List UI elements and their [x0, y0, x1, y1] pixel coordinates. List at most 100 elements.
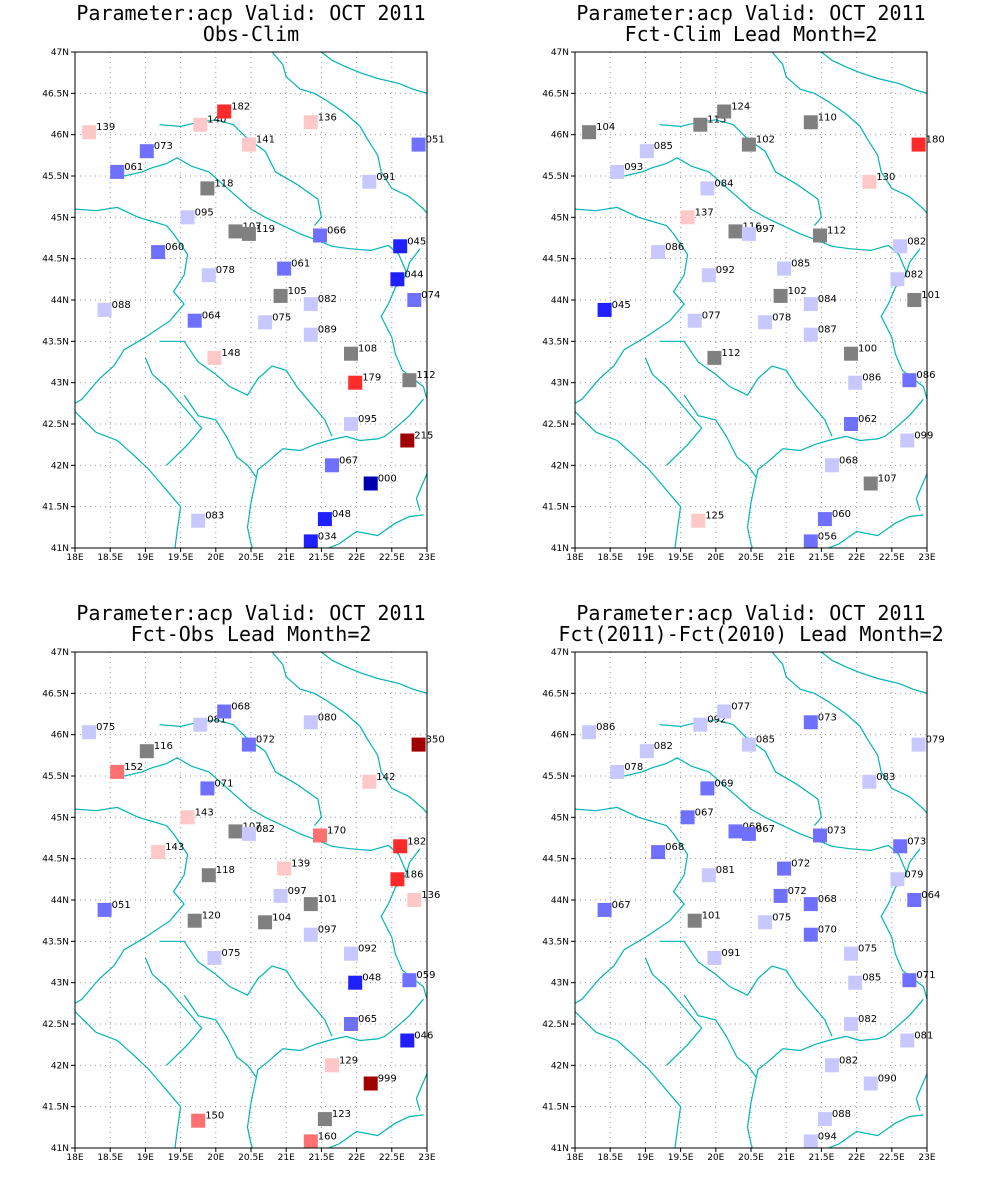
lon-tick-label: 21.5E: [309, 553, 335, 563]
border-line: [821, 652, 927, 694]
station-marker: [813, 828, 827, 843]
stations: 0751160810680720803501520711421431070821…: [82, 702, 445, 1149]
border-line: [159, 119, 323, 226]
station-value: 045: [612, 300, 631, 311]
station-value: 071: [916, 970, 935, 981]
station-value: 059: [416, 970, 435, 981]
station-value: 115: [707, 115, 726, 126]
station-marker: [241, 137, 256, 152]
lat-tick-label: 41.5N: [542, 503, 569, 513]
lon-tick-label: 20E: [207, 553, 224, 563]
station-value: 066: [327, 226, 346, 237]
station-value: 079: [904, 869, 923, 880]
station-value: 064: [921, 890, 940, 901]
lon-tick-label: 23E: [918, 1153, 935, 1163]
border-line: [771, 52, 927, 214]
station-value: 075: [96, 722, 115, 733]
lat-tick-label: 45.5N: [42, 772, 69, 782]
station-value: 180: [926, 135, 945, 146]
station-marker: [907, 293, 922, 307]
station-value: 067: [612, 900, 631, 911]
lat-tick-label: 46.5N: [42, 89, 69, 99]
lon-tick-label: 23E: [918, 553, 935, 563]
station-value: 073: [827, 826, 846, 837]
border-line: [75, 806, 189, 1004]
lon-tick-label: 22.5E: [879, 1153, 905, 1163]
station-value: 081: [716, 865, 735, 876]
station-value: 072: [791, 859, 810, 870]
station-marker: [610, 764, 625, 779]
lon-tick-label: 23E: [418, 1153, 435, 1163]
station-marker: [273, 288, 288, 303]
station-marker: [817, 1112, 832, 1127]
border-line: [328, 1114, 424, 1148]
station-marker: [848, 975, 863, 990]
station-value: 101: [318, 894, 337, 905]
station-marker: [651, 245, 666, 260]
station-value: 084: [714, 178, 733, 189]
station-marker: [844, 346, 858, 361]
station-value: 093: [624, 162, 643, 173]
station-value: 078: [216, 265, 235, 276]
station-value: 051: [426, 135, 445, 146]
panel-title: Parameter:acp Valid: OCT 2011: [576, 601, 925, 625]
country-borders: [75, 52, 427, 548]
station-marker: [701, 268, 716, 283]
station-value: 123: [332, 1109, 351, 1120]
station-value: 000: [378, 474, 397, 485]
station-value: 182: [231, 102, 250, 113]
lat-tick-label: 42N: [551, 1061, 569, 1071]
lon-tick-label: 20.5E: [238, 553, 264, 563]
lat-tick-label: 45N: [51, 813, 69, 823]
station-value: 125: [705, 511, 724, 522]
station-marker: [803, 297, 818, 312]
station-marker: [402, 373, 417, 388]
station-marker: [344, 417, 358, 431]
station-value: 094: [818, 1131, 837, 1142]
station-marker: [207, 350, 222, 365]
station-marker: [258, 915, 273, 930]
station-marker: [741, 137, 756, 152]
border-line: [683, 394, 758, 479]
lat-tick-label: 43N: [51, 379, 69, 389]
station-value: 143: [165, 842, 184, 853]
station-marker: [680, 210, 695, 225]
border-line: [321, 652, 427, 694]
station-value: 091: [376, 172, 395, 183]
station-marker: [741, 226, 756, 241]
station-value: 078: [624, 762, 643, 773]
station-marker: [228, 224, 243, 239]
station-marker: [207, 950, 222, 965]
grid-lines: [575, 652, 927, 1148]
border-line: [624, 757, 907, 872]
station-marker: [717, 704, 732, 719]
station-marker: [741, 737, 756, 752]
station-marker: [400, 433, 415, 448]
station-value: 112: [721, 348, 740, 359]
station-value: 140: [207, 115, 226, 126]
station-value: 084: [818, 294, 837, 305]
station-marker: [610, 164, 625, 179]
border-line: [183, 394, 258, 479]
lat-tick-label: 44N: [551, 896, 569, 906]
station-marker: [691, 513, 706, 528]
lat-tick-label: 46N: [51, 131, 69, 141]
station-marker: [201, 868, 216, 883]
station-value: 186: [404, 869, 423, 880]
panel-subtitle: Fct(2011)-Fct(2010) Lead Month=2: [558, 622, 943, 646]
border-line: [415, 473, 427, 511]
station-value: 136: [318, 112, 337, 123]
station-marker: [407, 293, 422, 307]
station-value: 182: [407, 836, 426, 847]
station-value: 077: [702, 311, 721, 322]
lon-tick-label: 19.5E: [168, 553, 194, 563]
border-line: [644, 957, 703, 1066]
lat-tick-label: 44N: [51, 296, 69, 306]
border-line: [683, 994, 758, 1079]
station-value: 119: [256, 224, 275, 235]
station-value: 087: [818, 325, 837, 336]
station-marker: [187, 913, 202, 928]
border-line: [124, 157, 407, 272]
lon-tick-label: 19E: [137, 553, 154, 563]
station-marker: [390, 872, 405, 887]
